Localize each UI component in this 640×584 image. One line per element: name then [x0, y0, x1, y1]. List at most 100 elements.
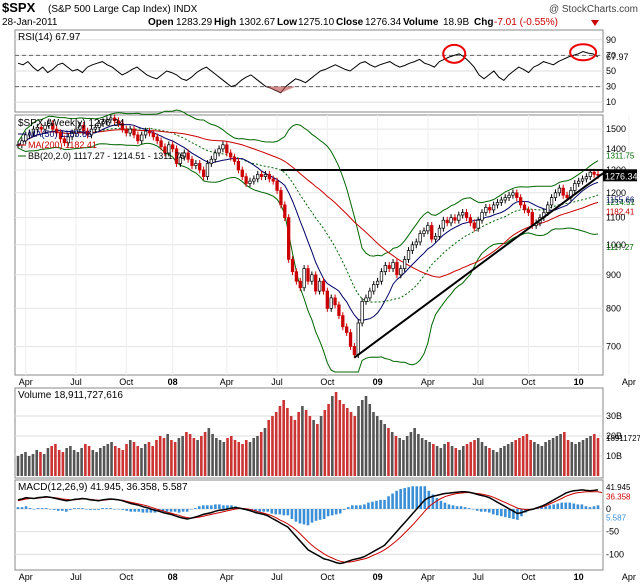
macd-histogram-bar	[379, 499, 382, 509]
volume-bar	[592, 434, 596, 476]
candle-body	[39, 126, 43, 130]
volume-bar	[76, 452, 80, 476]
volume-bar	[218, 440, 222, 476]
svg-text:High: High	[214, 17, 236, 28]
macd-histogram-bar	[322, 508, 326, 519]
macd-histogram-bar	[500, 508, 503, 517]
candle-body	[256, 174, 260, 180]
candle-body	[89, 128, 94, 136]
candle-body	[348, 332, 353, 347]
macd-histogram-bar	[24, 506, 28, 509]
volume-bar	[252, 438, 256, 476]
candle-body	[140, 134, 144, 142]
candle-body	[468, 217, 473, 224]
candle-body	[229, 152, 233, 158]
volume-label: Volume 18,911,727,616	[18, 390, 123, 401]
candle-body	[267, 174, 271, 180]
volume-tick-label: 20B	[606, 431, 622, 441]
macd-histogram-bar	[20, 507, 24, 509]
candle-body	[113, 117, 117, 122]
volume-bar	[24, 452, 27, 476]
candle-body	[171, 144, 175, 150]
macd-signal-value: 36.358	[606, 493, 631, 502]
candle-body	[217, 148, 221, 154]
candle-body	[418, 233, 422, 243]
macd-histogram-bar	[294, 508, 298, 522]
svg-text:1275.10: 1275.10	[298, 17, 335, 28]
candle-body	[182, 152, 186, 158]
candle-body	[422, 230, 426, 234]
macd-histogram-bar	[201, 505, 205, 509]
bb-lower-line	[17, 142, 599, 373]
candle-body	[167, 144, 171, 154]
candle-body	[205, 163, 210, 177]
candle-body	[503, 197, 507, 201]
macd-histogram-bar	[218, 504, 221, 509]
x-tick-label: Jul	[472, 377, 484, 387]
volume-bar	[166, 434, 169, 476]
candle-body	[515, 192, 519, 198]
candle-body	[461, 212, 465, 216]
macd-histogram-bar	[16, 507, 20, 509]
volume-bar	[379, 420, 383, 476]
candle-body	[290, 259, 295, 273]
candle-body	[124, 128, 128, 134]
macd-histogram-bar	[427, 490, 431, 509]
candle-body	[62, 138, 67, 144]
macd-histogram-bar	[81, 508, 84, 509]
support-trendline	[353, 172, 604, 359]
macd-histogram-bar	[189, 508, 193, 510]
volume-bar	[128, 440, 132, 476]
volume-last-label: 18911727	[606, 434, 640, 443]
candle-body	[252, 178, 256, 182]
volume-bar	[491, 450, 495, 476]
macd-histogram-bar	[568, 502, 572, 509]
macd-histogram-bar	[407, 487, 410, 509]
volume-bar	[27, 456, 31, 476]
volume-bar	[461, 446, 465, 476]
volume-bar	[301, 406, 304, 476]
volume-bar	[39, 452, 42, 476]
candle-body	[82, 125, 86, 132]
macd-histogram-bar	[467, 508, 471, 509]
macd-histogram-bar	[459, 506, 463, 509]
volume-bar	[226, 438, 229, 476]
volume-bar	[413, 428, 416, 476]
candle-body	[232, 156, 237, 162]
volume-bar	[50, 446, 53, 476]
macd-histogram-bar	[310, 508, 314, 523]
candle-body	[136, 134, 140, 142]
candle-body	[105, 119, 109, 123]
x-tick-label: Apr	[220, 377, 234, 387]
macd-histogram-bar	[226, 505, 229, 509]
macd-histogram-bar	[548, 505, 551, 509]
candle-body	[511, 192, 515, 196]
macd-histogram-bar	[282, 508, 286, 516]
volume-bar	[263, 428, 267, 476]
macd-histogram-bar	[415, 486, 419, 509]
x-tick-label: Apr	[421, 572, 435, 582]
bb-upper-value: 1311.75	[606, 152, 635, 161]
candle-body	[201, 169, 206, 177]
volume-bar	[372, 412, 375, 476]
volume-bar	[596, 438, 600, 476]
svg-text:1283.29: 1283.29	[176, 17, 213, 28]
brand-link[interactable]: @ StockCharts.com	[549, 4, 638, 15]
macd-histogram-bar	[210, 505, 213, 509]
volume-bar	[233, 440, 237, 476]
volume-bar	[170, 440, 173, 476]
macd-histogram-bar	[363, 504, 366, 509]
volume-bar	[241, 444, 244, 476]
volume-bar	[158, 436, 162, 476]
volume-bar	[95, 452, 98, 476]
candle-body	[530, 212, 534, 226]
macd-histogram-bar	[435, 498, 439, 509]
volume-bar	[229, 436, 233, 476]
volume-bar	[454, 448, 458, 476]
x-tick-label: 10	[574, 572, 584, 582]
price-grid: 700800900100011001200130014001500	[15, 115, 630, 375]
macd-histogram-bar	[28, 508, 32, 509]
volume-bar	[65, 448, 68, 476]
volume-bar	[465, 444, 469, 476]
candle-body	[74, 128, 78, 134]
